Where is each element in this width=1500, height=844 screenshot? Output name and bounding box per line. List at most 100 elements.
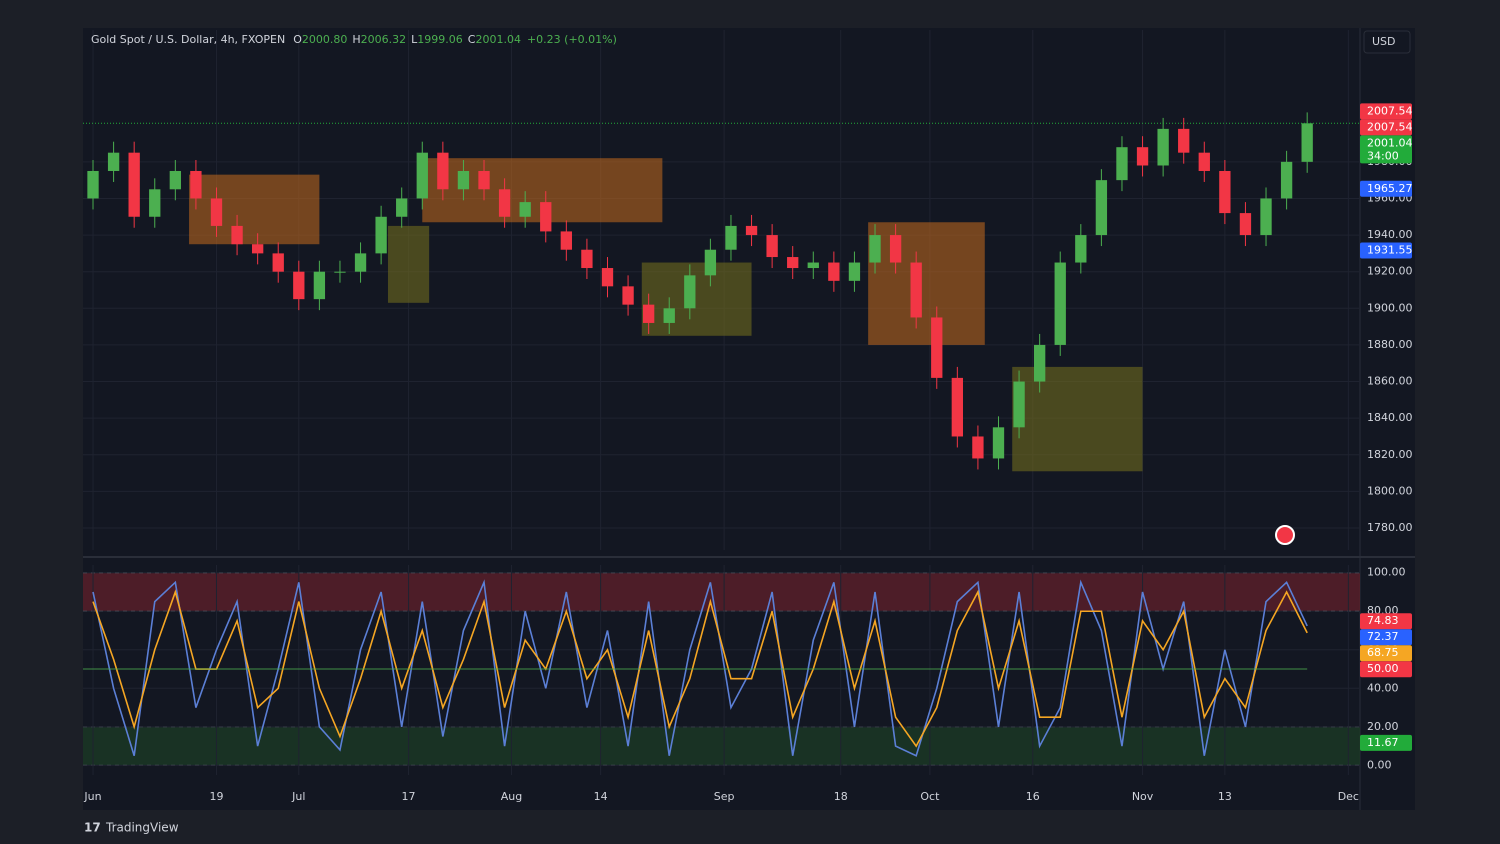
change: +0.23 (+0.01%) (527, 33, 617, 46)
chart-panel (83, 28, 1415, 810)
zone (641, 262, 752, 336)
ohlc-key: O (293, 33, 302, 46)
price-badge-label: 2007.54 (1367, 120, 1413, 133)
candle-body (498, 189, 511, 217)
candle-body (560, 231, 572, 250)
candle-body (869, 235, 881, 263)
y-tick-label: 1940.00 (1367, 228, 1413, 241)
candle-body (1260, 198, 1272, 236)
candle-body (1301, 123, 1313, 162)
candle-body (1095, 180, 1108, 236)
candle-body (540, 202, 552, 232)
candle-body (457, 170, 470, 190)
x-tick-label: Oct (920, 790, 940, 803)
symbol: Gold Spot / U.S. Dollar, 4h, FXOPEN (91, 33, 285, 46)
price-badge-label: 1965.27 (1367, 182, 1413, 195)
ohlc-value: 2001.04 (475, 33, 521, 46)
candle-body (519, 202, 531, 217)
y-tick-label: 40.00 (1367, 681, 1399, 694)
candle-body (601, 268, 614, 287)
candle-body (396, 198, 408, 217)
x-tick-label: 18 (834, 790, 848, 803)
candle-body (684, 275, 696, 309)
y-tick-label: 1780.00 (1367, 521, 1413, 534)
candle-body (828, 262, 840, 281)
candle-body (787, 257, 799, 269)
price-badge (1360, 629, 1412, 646)
candle-body (910, 262, 922, 318)
candle-body (478, 170, 490, 190)
candle-body (251, 244, 264, 254)
y-tick-label: 1880.00 (1367, 338, 1413, 351)
candle-body (1198, 152, 1210, 171)
y-tick-label: 0.00 (1367, 758, 1392, 771)
ohlc-value: 1999.06 (417, 33, 463, 46)
ohlc-key: L (411, 33, 418, 46)
zone (1012, 366, 1143, 472)
candle-body (107, 152, 120, 171)
candle-body (128, 152, 140, 217)
header: Gold Spot / U.S. Dollar, 4h, FXOPEN O2000… (91, 33, 617, 46)
x-tick-label: Jul (291, 790, 305, 803)
band (83, 726, 1360, 766)
price-badge-label: 68.75 (1367, 646, 1399, 659)
price-badge (1360, 734, 1412, 751)
currency[interactable]: USD (1372, 35, 1396, 48)
x-tick-label: 13 (1218, 790, 1232, 803)
price-badge (1360, 135, 1412, 164)
stoch-line (92, 579, 1308, 757)
ohlc-value: 2000.80 (302, 33, 348, 46)
candle-body (848, 262, 861, 281)
x-tick-label: Aug (501, 790, 522, 803)
price-badge (1360, 661, 1412, 678)
price-badge (1360, 119, 1412, 136)
candle-body (1136, 147, 1149, 166)
candle-body (766, 235, 778, 258)
candle-body (334, 271, 346, 273)
candle-body (704, 249, 717, 276)
candle-body (416, 152, 428, 199)
candle-body (951, 377, 963, 437)
candle-body (313, 271, 326, 300)
candle-body (354, 253, 367, 272)
price-badge-label: 74.83 (1367, 614, 1399, 627)
price-badge (1360, 645, 1412, 662)
candle-body (745, 225, 758, 236)
price-badge-label: 50.00 (1367, 662, 1399, 675)
x-tick-label: 19 (209, 790, 223, 803)
y-tick-label: 1920.00 (1367, 265, 1413, 278)
candle-body (293, 271, 305, 300)
price-badge (1360, 242, 1412, 259)
countdown: 34:00 (1367, 149, 1399, 162)
price-badge (1360, 613, 1412, 630)
candle-body (1280, 161, 1293, 199)
candle-body (272, 253, 284, 272)
currency-button[interactable] (1363, 30, 1411, 54)
zone (189, 174, 320, 245)
plot (83, 112, 1360, 757)
y-tick-label: 1820.00 (1367, 448, 1413, 461)
x-tick-label: 17 (402, 790, 416, 803)
zone (868, 222, 985, 345)
y-tick-label: 1840.00 (1367, 411, 1413, 424)
candle-body (931, 317, 943, 378)
ohlc-key: H (352, 33, 360, 46)
candle-body (807, 262, 819, 269)
candle-body (231, 225, 243, 245)
candle-body (210, 198, 223, 226)
event-icon[interactable] (1275, 525, 1295, 545)
price-badge-label: 2001.04 (1367, 136, 1413, 149)
price-badge-label: 72.37 (1367, 630, 1399, 643)
candle-body (1075, 235, 1087, 263)
price-badge-label: 11.67 (1367, 736, 1399, 749)
x-tick-label: 16 (1026, 790, 1040, 803)
candle-body (87, 170, 99, 199)
candle-body (1013, 381, 1025, 428)
y-tick-label: 1860.00 (1367, 375, 1413, 388)
candle-body (1178, 128, 1190, 153)
x-tick-label: 14 (594, 790, 608, 803)
ohlc: O2000.80 H2006.32 L1999.06 C2001.04 (293, 33, 521, 46)
candle-body (889, 235, 902, 263)
